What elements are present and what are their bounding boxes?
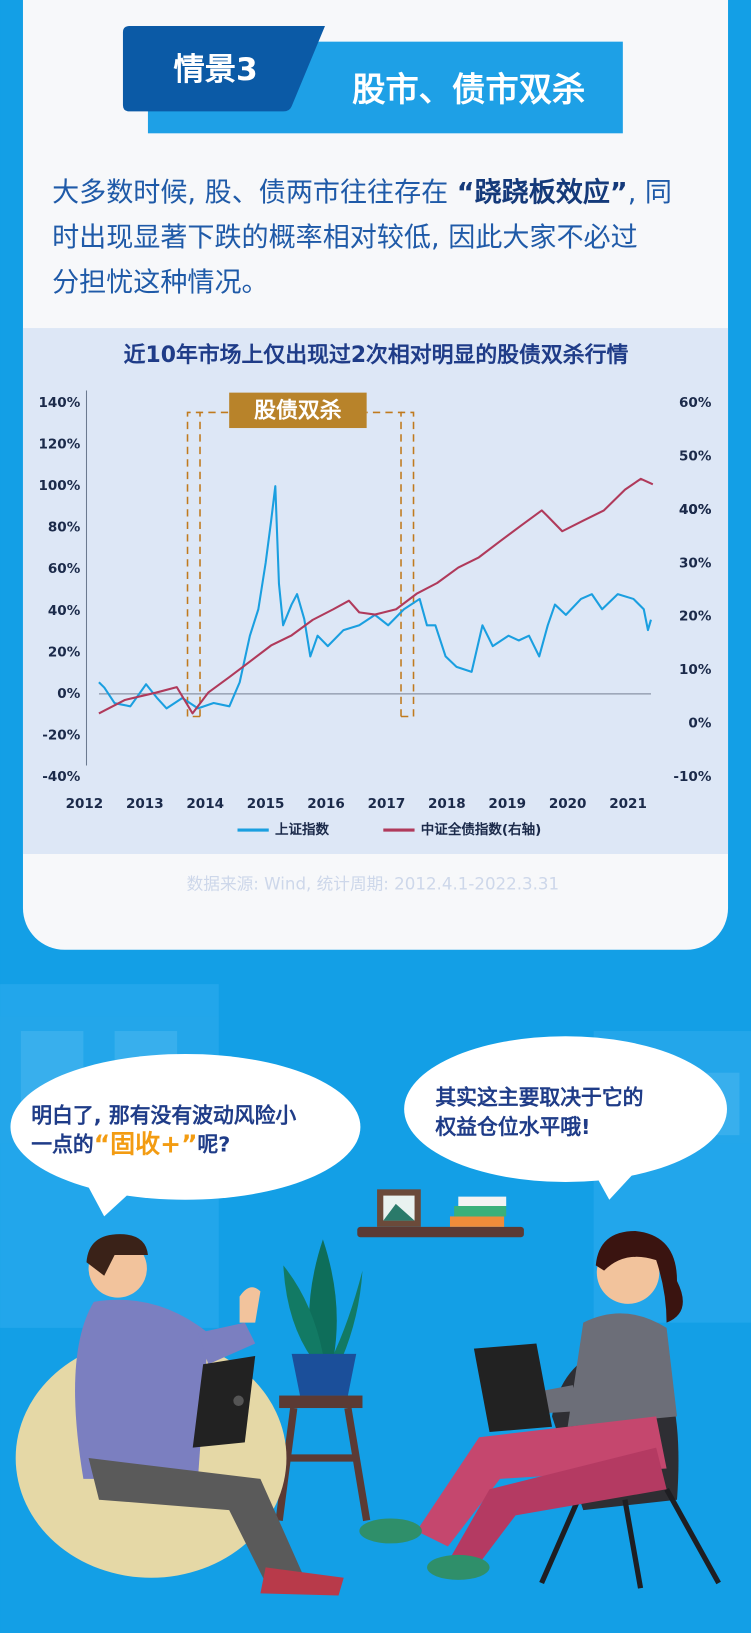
legend-label: 中证全债指数(右轴) bbox=[421, 821, 541, 838]
x-tick-label: 2015 bbox=[247, 796, 285, 812]
header-title: 股市、债市双杀 bbox=[352, 70, 585, 109]
dialog-line: 其实这主要取决于它的 bbox=[435, 1086, 643, 1110]
source: 数据来源: Wind, 统计周期: 2012.4.1-2022.3.31 bbox=[187, 875, 559, 894]
y-tick-label: 140% bbox=[38, 395, 80, 411]
y-tick-label: -20% bbox=[42, 727, 80, 743]
chart: 近10年市场上仅出现过2次相对明显的股债双杀行情 股债双杀 140% 120% 10… bbox=[38, 342, 711, 838]
y2-tick-label: 40% bbox=[679, 502, 712, 518]
y2-tick-label: 60% bbox=[679, 395, 712, 411]
intro-part: 时出现显著下跌的概率相对较低, 因此大家不必过 bbox=[52, 222, 638, 253]
annotation-box bbox=[229, 392, 367, 429]
bubble-tail bbox=[88, 1187, 131, 1217]
dialog-line: 明白了, 那有没有波动风险小 bbox=[31, 1103, 296, 1127]
y2-tick-label: 0% bbox=[688, 716, 711, 732]
chart-panel bbox=[22, 328, 729, 854]
x-tick-label: 2013 bbox=[126, 796, 164, 812]
x-tick-label: 2016 bbox=[307, 796, 345, 812]
dialog-part: 呢? bbox=[198, 1133, 231, 1157]
intro-part: 分担忧这种情况。 bbox=[52, 267, 269, 298]
y2-tick-label: 50% bbox=[679, 448, 712, 464]
x-tick-label: 2021 bbox=[609, 796, 647, 812]
y-tick-label: 120% bbox=[38, 437, 80, 453]
person-right bbox=[359, 1230, 721, 1589]
intro: 大多数时候, 股、债两市往往存在 “跷跷板效应”, 同时出现显著下跌的概率相对较… bbox=[52, 176, 672, 298]
y2-tick-label: 20% bbox=[679, 609, 712, 625]
intro-line: 分担忧这种情况。 bbox=[52, 267, 269, 298]
bubble-left bbox=[10, 1053, 361, 1200]
x-tick-label: 2018 bbox=[428, 796, 466, 812]
y-tick-label: 100% bbox=[38, 478, 80, 494]
y-tick-label: 0% bbox=[57, 686, 80, 702]
y2-tick-label: 10% bbox=[679, 662, 712, 678]
y2-tick-label: 40% bbox=[679, 502, 712, 518]
tag-box bbox=[122, 26, 325, 112]
x-tick-label: 2019 bbox=[488, 796, 526, 812]
plant bbox=[275, 1239, 371, 1522]
dialog-part: 明白了, 那有没有波动风险小 bbox=[31, 1103, 296, 1127]
series-line bbox=[98, 477, 654, 715]
person-left bbox=[15, 1234, 344, 1596]
highlight-range bbox=[186, 411, 415, 718]
dialog-line: 权益仓位水平哦! bbox=[434, 1115, 590, 1139]
y-tick-label: 60% bbox=[48, 561, 81, 577]
intro-line: 大多数时候, 股、债两市往往存在 “跷跷板效应”, 同 bbox=[52, 176, 672, 208]
dialog-line: 一点的“固收+”呢? bbox=[31, 1130, 230, 1159]
intro-part: “跷跷板效应” bbox=[457, 176, 628, 208]
intro-part: 大多数时候, 股、债两市往往存在 bbox=[52, 177, 457, 208]
shelf bbox=[357, 1189, 524, 1238]
series-line bbox=[98, 485, 652, 710]
y2-tick-label: 30% bbox=[679, 555, 712, 571]
dialog-part: 一点的 bbox=[31, 1133, 93, 1157]
y-tick-label: -40% bbox=[42, 769, 80, 785]
tag: 情景3 bbox=[174, 52, 258, 88]
x-tick-label: 2014 bbox=[186, 796, 224, 812]
x-tick-label: 2017 bbox=[368, 796, 406, 812]
y-tick-label: 20% bbox=[48, 644, 81, 660]
dialog-part: “固收+” bbox=[94, 1130, 198, 1159]
intro-line: 时出现显著下跌的概率相对较低, 因此大家不必过 bbox=[52, 222, 638, 253]
y-tick-label: 40% bbox=[48, 603, 81, 619]
legend-label: 上证指数 bbox=[275, 821, 330, 838]
chart-title: 近10年市场上仅出现过2次相对明显的股债双杀行情 bbox=[124, 342, 629, 368]
intro-part: , 同 bbox=[628, 177, 672, 208]
x-tick-label: 2020 bbox=[549, 796, 587, 812]
x-tick-label: 2012 bbox=[66, 796, 104, 812]
y2-tick-label: -10% bbox=[673, 769, 711, 785]
y-tick-label: 80% bbox=[48, 520, 81, 536]
bubble-right bbox=[404, 1036, 727, 1183]
annotation: 股债双杀 bbox=[254, 397, 342, 423]
